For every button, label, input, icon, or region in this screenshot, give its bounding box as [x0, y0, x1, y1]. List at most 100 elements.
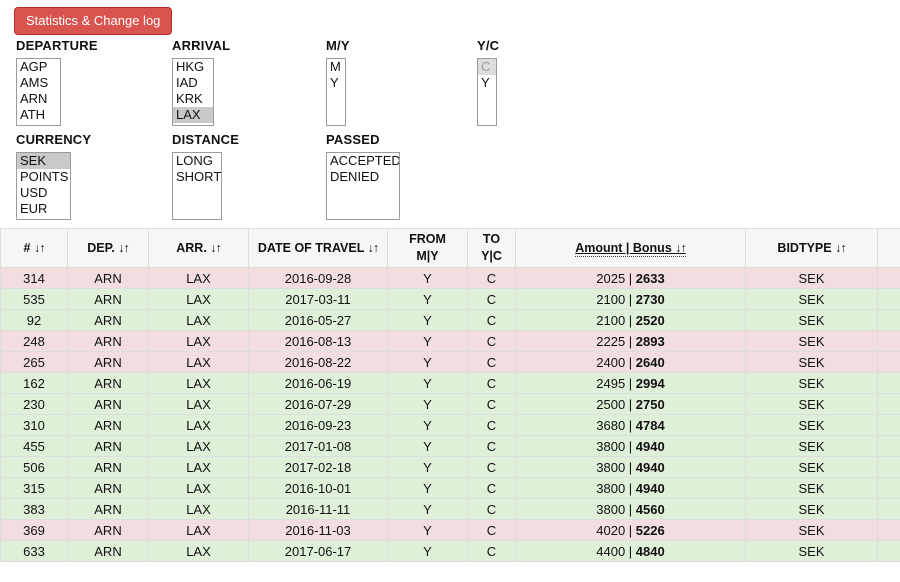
bids-table-header: # ↓↑ DEP. ↓↑ ARR. ↓↑ DATE OF TRAVEL ↓↑ FROM M…: [0, 228, 900, 268]
cell-bidtype: SEK: [745, 519, 878, 541]
arrival-listbox[interactable]: HKG IAD KRK LAX: [172, 58, 214, 126]
cell-from: Y: [387, 435, 468, 457]
option-points[interactable]: POINTS: [20, 169, 69, 184]
cell-arr: LAX: [148, 540, 249, 562]
cell-from: Y: [387, 456, 468, 478]
filter-label-departure: DEPARTURE: [16, 38, 98, 53]
cell-bid-id: 265: [0, 351, 68, 373]
cell-to: C: [467, 351, 516, 373]
table-row: 265 ARN LAX 2016-08-22 Y C 2400 | 2640 SEK: [0, 351, 900, 373]
cell-bid-id: 314: [0, 267, 68, 289]
option-m[interactable]: M: [330, 59, 341, 74]
cell-arr: LAX: [148, 330, 249, 352]
cell-to: C: [467, 414, 516, 436]
cell-dep: ARN: [67, 519, 149, 541]
filter-group-arrival: ARRIVAL HKG IAD KRK LAX: [172, 38, 230, 126]
cell-bid-id: 92: [0, 309, 68, 331]
sort-icon: ↓↑: [118, 240, 129, 255]
cell-from: Y: [387, 309, 468, 331]
cell-extra: [877, 288, 900, 310]
col-header-arr[interactable]: ARR. ↓↑: [148, 228, 249, 268]
cell-arr: LAX: [148, 498, 249, 520]
option-lax[interactable]: LAX: [173, 107, 213, 123]
filter-group-distance: DISTANCE LONG SHORT: [172, 132, 239, 220]
cell-bidtype: SEK: [745, 414, 878, 436]
cell-to: C: [467, 477, 516, 499]
option-agp[interactable]: AGP: [20, 59, 48, 74]
filter-label-passed: PASSED: [326, 132, 380, 147]
option-sek[interactable]: SEK: [17, 153, 70, 169]
option-ams[interactable]: AMS: [20, 75, 49, 90]
cell-extra: [877, 498, 900, 520]
currency-listbox[interactable]: SEK POINTS USD EUR: [16, 152, 71, 220]
cell-amount-bonus: 2100 | 2730: [515, 288, 746, 310]
col-header-bid-id[interactable]: # ↓↑: [0, 228, 68, 268]
cell-from: Y: [387, 372, 468, 394]
distance-listbox[interactable]: LONG SHORT: [172, 152, 222, 220]
cell-extra: [877, 309, 900, 331]
cell-amount-bonus: 4020 | 5226: [515, 519, 746, 541]
option-hkg[interactable]: HKG: [176, 59, 205, 74]
filter-label-my: M/Y: [326, 38, 350, 53]
col-header-date[interactable]: DATE OF TRAVEL ↓↑: [248, 228, 388, 268]
table-row: 162 ARN LAX 2016-06-19 Y C 2495 | 2994 SEK: [0, 372, 900, 394]
cell-dep: ARN: [67, 435, 149, 457]
cell-bidtype: SEK: [745, 330, 878, 352]
cell-dep: ARN: [67, 393, 149, 415]
col-header-dep[interactable]: DEP. ↓↑: [67, 228, 149, 268]
table-row: 633 ARN LAX 2017-06-17 Y C 4400 | 4840 SEK: [0, 540, 900, 562]
cell-to: C: [467, 393, 516, 415]
cell-arr: LAX: [148, 414, 249, 436]
departure-listbox[interactable]: AGP AMS ARN ATH: [16, 58, 61, 126]
filter-group-yc: Y/C C Y: [477, 38, 499, 126]
cell-dep: ARN: [67, 414, 149, 436]
cell-bid-id: 369: [0, 519, 68, 541]
option-y[interactable]: Y: [330, 75, 339, 90]
option-c[interactable]: C: [478, 59, 496, 75]
cell-from: Y: [387, 414, 468, 436]
bids-table-body: 314 ARN LAX 2016-09-28 Y C 2025 | 2633 SEK 535 AR…: [0, 267, 900, 562]
option-y[interactable]: Y: [481, 75, 490, 90]
cell-amount-bonus: 2100 | 2520: [515, 309, 746, 331]
cell-extra: [877, 477, 900, 499]
cell-bidtype: SEK: [745, 288, 878, 310]
option-short[interactable]: SHORT: [176, 169, 222, 184]
table-row: 248 ARN LAX 2016-08-13 Y C 2225 | 2893 SEK: [0, 330, 900, 352]
option-arn[interactable]: ARN: [20, 91, 48, 106]
cell-to: C: [467, 267, 516, 289]
stats-changelog-button[interactable]: Statistics & Change log: [14, 7, 173, 35]
table-row: 506 ARN LAX 2017-02-18 Y C 3800 | 4940 SEK: [0, 456, 900, 478]
table-row: 455 ARN LAX 2017-01-08 Y C 3800 | 4940 SEK: [0, 435, 900, 457]
cell-to: C: [467, 330, 516, 352]
sort-icon: ↓↑: [367, 240, 379, 255]
cell-bid-id: 506: [0, 456, 68, 478]
option-iad[interactable]: IAD: [176, 75, 198, 90]
cell-amount-bonus: 3800 | 4940: [515, 435, 746, 457]
option-ath[interactable]: ATH: [20, 107, 46, 122]
sort-icon: ↓↑: [835, 240, 846, 255]
col-header-bidtype[interactable]: BIDTYPE ↓↑: [745, 228, 878, 268]
option-eur[interactable]: EUR: [20, 201, 48, 216]
cell-amount-bonus: 2495 | 2994: [515, 372, 746, 394]
cell-bid-id: 383: [0, 498, 68, 520]
cell-extra: [877, 414, 900, 436]
cell-date: 2016-11-03: [248, 519, 388, 541]
option-long[interactable]: LONG: [176, 153, 213, 168]
cell-date: 2016-05-27: [248, 309, 388, 331]
cell-dep: ARN: [67, 351, 149, 373]
cell-amount-bonus: 3680 | 4784: [515, 414, 746, 436]
option-denied[interactable]: DENIED: [330, 169, 380, 184]
col-header-amount-bonus[interactable]: Amount | Bonus ↓↑: [515, 228, 746, 268]
option-accepted[interactable]: ACCEPTED: [330, 153, 400, 168]
option-usd[interactable]: USD: [20, 185, 48, 200]
cell-date: 2017-01-08: [248, 435, 388, 457]
cell-amount-bonus: 2500 | 2750: [515, 393, 746, 415]
cell-bid-id: 535: [0, 288, 68, 310]
cell-bid-id: 248: [0, 330, 68, 352]
cell-bidtype: SEK: [745, 456, 878, 478]
option-krk[interactable]: KRK: [176, 91, 203, 106]
cell-dep: ARN: [67, 267, 149, 289]
passed-listbox[interactable]: ACCEPTED DENIED: [326, 152, 400, 220]
